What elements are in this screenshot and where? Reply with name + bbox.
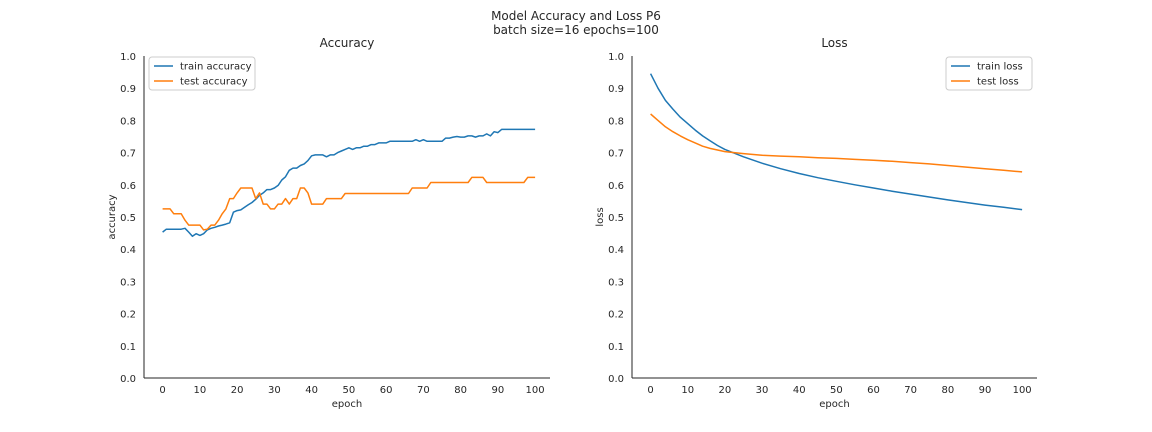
panel-2-x-tick-label: 20: [719, 385, 732, 396]
panel-1-x-tick-label: 30: [268, 385, 281, 396]
panel-2-x-label: epoch: [819, 399, 849, 410]
panel-2-y-tick-label: 0.4: [608, 245, 624, 256]
panel-2-y-tick-label: 0.5: [608, 213, 624, 224]
panel-1-x-tick-label: 90: [491, 385, 504, 396]
panel-1-y-tick-label: 1.0: [120, 52, 136, 63]
panel-1-x-tick-label: 70: [417, 385, 430, 396]
panel-2-x-tick-label: 50: [830, 385, 843, 396]
panel-1-legend: [148, 56, 256, 91]
panel-1-y-label: accuracy: [107, 194, 118, 239]
figure-title: Model Accuracy and Loss P6: [491, 9, 661, 23]
panel-2-legend-label: train loss: [977, 62, 1023, 73]
panel-2-y-tick-label: 0.1: [608, 342, 624, 353]
panel-1-x-label: epoch: [332, 399, 362, 410]
panel-2-y-tick-label: 0.6: [608, 181, 624, 192]
panel-2-y-tick-label: 1.0: [608, 52, 624, 63]
panel-1-x-tick-label: 10: [194, 385, 207, 396]
panel-1-x-tick-label: 40: [305, 385, 318, 396]
panel-2-x-tick-label: 90: [979, 385, 992, 396]
panel-1-y-tick-label: 0.7: [120, 149, 136, 160]
panel-1-y-tick-label: 0.6: [120, 181, 136, 192]
panel-1-y-tick-label: 0.0: [120, 374, 136, 385]
panel-1-series-test-accuracy-line: [162, 176, 536, 231]
panel-2-x-tick-label: 40: [793, 385, 806, 396]
panel-2-y-tick-label: 0.0: [608, 374, 624, 385]
panel-2-x-tick-label: 0: [647, 385, 653, 396]
panel-2-series-test-loss-line: [650, 113, 1023, 173]
panel-1-series-train-accuracy-line: [162, 128, 536, 238]
panel-1-x-tick-label: 0: [159, 385, 165, 396]
panel-1-x-tick-label: 60: [380, 385, 393, 396]
panel-2-y-tick-label: 0.2: [608, 310, 624, 321]
panel-1-legend-label: train accuracy: [180, 62, 252, 73]
panel-1-y-tick-label: 0.5: [120, 213, 136, 224]
panel-2-y-tick-label: 0.9: [608, 84, 624, 95]
panel-2-x-tick-label: 80: [941, 385, 954, 396]
panel-2-x-tick-label: 30: [756, 385, 769, 396]
panel-1-y-tick-label: 0.8: [120, 116, 136, 127]
panel-2-y-tick-label: 0.7: [608, 149, 624, 160]
panel-1-x-tick-label: 20: [231, 385, 244, 396]
panel-1-y-tick-label: 0.4: [120, 245, 136, 256]
panel-1-x-tick-label: 100: [526, 385, 545, 396]
panel-1-x-tick-label: 50: [342, 385, 355, 396]
panel-2-y-label: loss: [595, 207, 606, 226]
panel-1-title: Accuracy: [320, 36, 375, 50]
panel-2-title: Loss: [821, 36, 847, 50]
panel-2-x-tick-label: 100: [1013, 385, 1032, 396]
panel-2-x-tick-label: 60: [867, 385, 880, 396]
panel-1-y-tick-label: 0.3: [120, 277, 136, 288]
panel-1-y-tick-label: 0.9: [120, 84, 136, 95]
panel-2-series-train-loss-line: [649, 73, 1023, 211]
panel-1-legend-label: test accuracy: [180, 77, 248, 88]
figure-subtitle: batch size=16 epochs=100: [493, 23, 659, 37]
panel-2-x-tick-label: 70: [904, 385, 917, 396]
panel-2-x-tick-label: 10: [681, 385, 694, 396]
panel-1-y-tick-label: 0.2: [120, 310, 136, 321]
panel-2-y-tick-label: 0.8: [608, 116, 624, 127]
panel-1-x-tick-label: 80: [454, 385, 467, 396]
panel-2-y-tick-label: 0.3: [608, 277, 624, 288]
panel-1-y-tick-label: 0.1: [120, 342, 136, 353]
panel-2-legend-label: test loss: [977, 77, 1019, 88]
